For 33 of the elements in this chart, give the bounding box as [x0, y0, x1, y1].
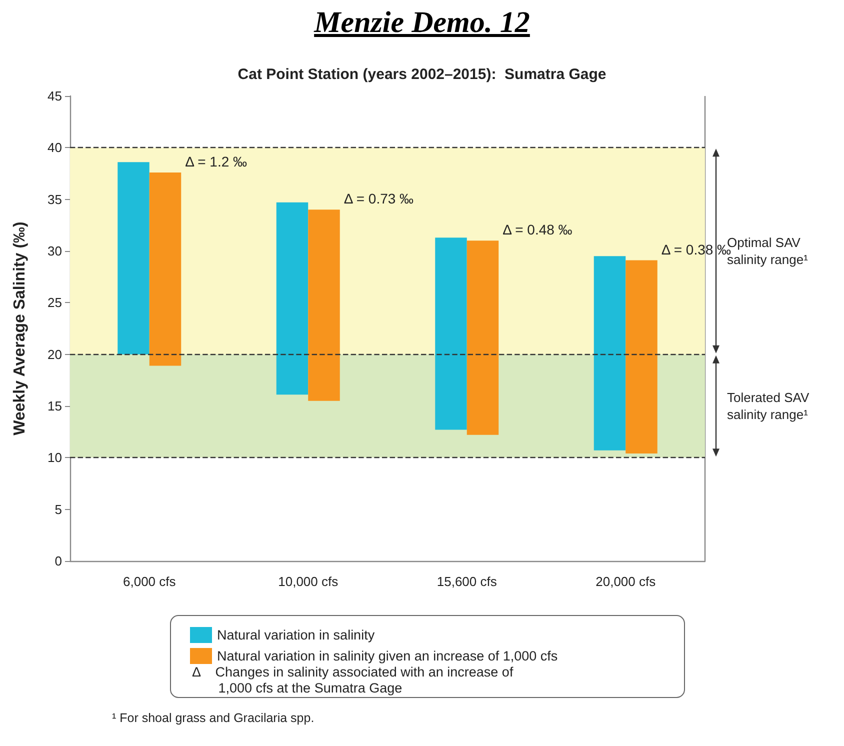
x-tick-label: 15,600 cfs [436, 574, 498, 589]
chart-subtitle: Cat Point Station (years 2002–2015): Sumatra Gage [238, 66, 606, 83]
x-tick-label: 20,000 cfs [596, 574, 656, 589]
text: ¹ For shoal grass and Gracilaria spp. [112, 711, 314, 725]
y-tick-label: 15 [48, 398, 62, 414]
bar [466, 240, 499, 435]
y-tick-label: 35 [48, 192, 62, 207]
x-tick-label: 10,000 cfs [278, 574, 339, 589]
y-tick-label: 30 [48, 244, 62, 258]
y-axis-title: Weekly Average Salinity (‰) [12, 222, 28, 436]
annotation: Δ = 0.73 ‰ [344, 190, 414, 207]
annotation: Δ = 1.2 ‰ [185, 153, 248, 170]
annotation: Δ = 0.48 ‰ [502, 222, 572, 238]
bar [149, 172, 182, 366]
y-tick-label: 0 [54, 554, 62, 568]
y-tick-label: 20 [48, 346, 62, 362]
x-tick-label: 6,000 cfs [122, 574, 176, 589]
y-tick-label: 45 [48, 88, 62, 104]
y-tick-label: 10 [48, 450, 62, 466]
band-label: Tolerated SAV salinity range¹ [727, 390, 813, 422]
y-tick-label: 5 [54, 502, 62, 517]
legend-label: Natural variation in salinity given an increase of 1,000 cfs [217, 648, 558, 664]
bar [594, 256, 626, 450]
bar [435, 238, 467, 430]
y-tick-label: 25 [48, 295, 62, 310]
y-tick-label: 40 [48, 140, 62, 156]
bar [276, 202, 308, 395]
bar [626, 260, 658, 454]
legend-label: Natural variation in salinity [217, 628, 375, 642]
chart-title: Menzie Demo. 12 [312, 6, 531, 40]
bar [118, 162, 150, 354]
bar [308, 210, 340, 401]
text: Δ Changes in salinity associated with an increase of 1,000 cfs at the Sumatra Gage [192, 664, 514, 696]
